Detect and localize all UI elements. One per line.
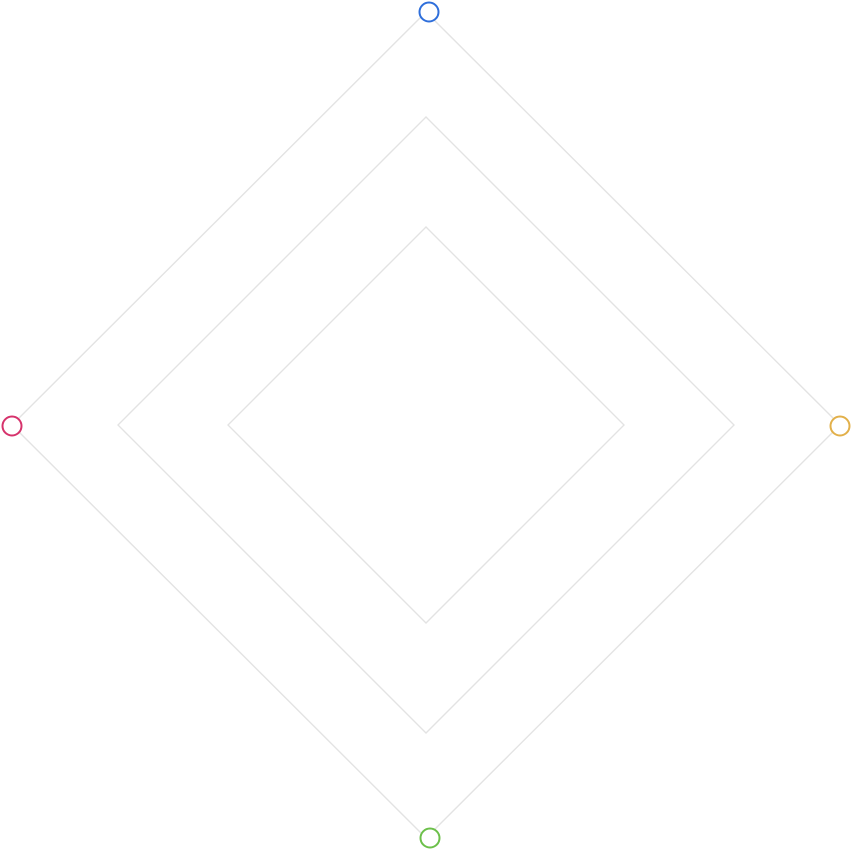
- left-node[interactable]: [1, 415, 23, 437]
- rings-layer: [11, 11, 841, 839]
- outer-ring: [11, 11, 841, 839]
- middle-ring: [117, 116, 735, 734]
- inner-ring: [227, 226, 625, 624]
- bottom-node[interactable]: [419, 827, 441, 849]
- top-node[interactable]: [418, 1, 440, 23]
- right-node[interactable]: [829, 415, 851, 437]
